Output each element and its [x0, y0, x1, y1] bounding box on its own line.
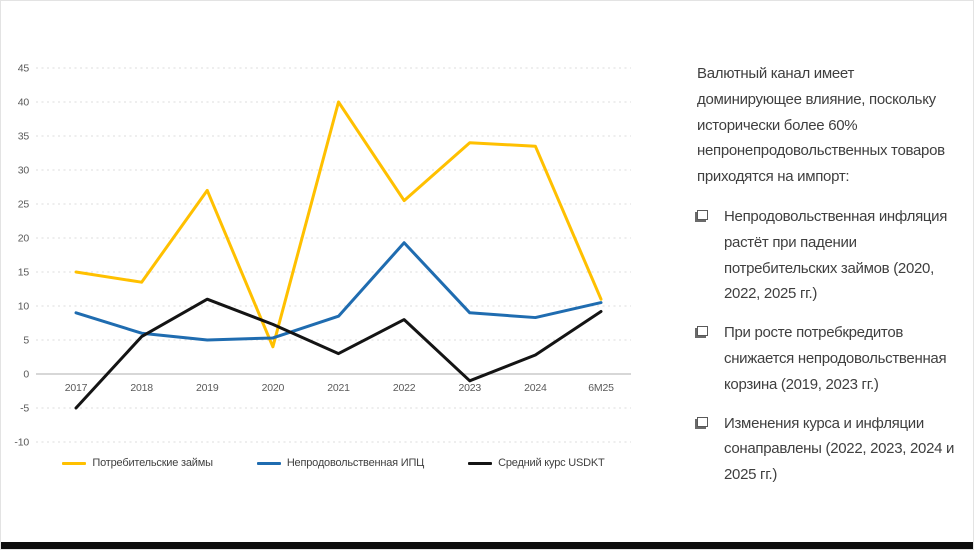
y-axis-label: -10 [14, 437, 29, 449]
bullet-text: Непродовольственная инфляция растёт при … [724, 207, 948, 303]
y-axis-label: 15 [18, 267, 30, 279]
x-axis-label: 2024 [524, 382, 547, 394]
bullet-list: Непродовольственная инфляция растёт при … [697, 204, 959, 488]
chart-legend: Потребительские займы Непродовольственная… [36, 457, 631, 469]
bottom-bar [1, 542, 973, 549]
y-axis-label: 10 [18, 301, 30, 313]
legend-item-0: Потребительские займы [62, 457, 213, 469]
y-axis-label: 35 [18, 131, 30, 143]
y-axis-label: 25 [18, 199, 30, 211]
x-axis-label: 2020 [262, 382, 285, 394]
bullet-text: Изменения курса и инфляции сонаправлены … [724, 414, 955, 484]
x-axis-label: 2021 [327, 382, 350, 394]
legend-item-1: Непродовольственная ИПЦ [256, 457, 425, 469]
y-axis-label: 45 [18, 63, 30, 75]
shadowed-square-bullet-icon [697, 209, 708, 220]
y-axis-label: 0 [23, 369, 29, 381]
shadowed-square-bullet-icon [697, 416, 708, 427]
legend-item-2: Средний курс USDKT [468, 457, 605, 469]
commentary-intro: Валютный канал имеет доминирующее влияни… [697, 65, 945, 186]
bullet-item-1: При росте потребкредитов снижается непро… [697, 320, 959, 397]
bullet-item-2: Изменения курса и инфляции сонаправлены … [697, 411, 959, 488]
series-line-1 [74, 241, 603, 342]
y-axis-label: 20 [18, 233, 30, 245]
series-line-2 [74, 297, 603, 410]
y-axis-label: -5 [20, 403, 29, 415]
bullet-item-0: Непродовольственная инфляция растёт при … [697, 204, 959, 307]
series-line-0 [74, 100, 603, 349]
x-axis-label: 6М25 [588, 382, 614, 394]
legend-label: Средний курс USDKT [498, 457, 605, 469]
bullet-text: При росте потребкредитов снижается непро… [724, 324, 947, 393]
legend-label: Потребительские займы [92, 457, 213, 469]
x-axis-label: 2017 [65, 382, 88, 394]
x-axis-label: 2023 [458, 382, 481, 394]
chart-canvas: 45 40 35 30 25 20 15 10 5 0 -5 -10 2017 2018 2019 2020 2… [14, 63, 631, 449]
line-chart: 45 40 35 30 25 20 15 10 5 0 -5 -10 2017 2018 2019 2020 2… [1, 51, 661, 496]
x-axis-label: 2022 [393, 382, 416, 394]
y-axis-label: 40 [18, 97, 30, 109]
x-axis-label: 2019 [196, 382, 219, 394]
y-axis-label: 30 [18, 165, 30, 177]
y-axis-label: 5 [23, 335, 29, 347]
legend-label: Непродовольственная ИПЦ [286, 457, 425, 469]
commentary-panel: Валютный канал имеет доминирующее влияни… [697, 61, 959, 501]
legend-line-icon [256, 461, 281, 465]
x-axis-label: 2018 [130, 382, 153, 394]
shadowed-square-bullet-icon [697, 326, 708, 337]
legend-line-icon [468, 461, 493, 465]
legend-line-icon [62, 461, 87, 465]
